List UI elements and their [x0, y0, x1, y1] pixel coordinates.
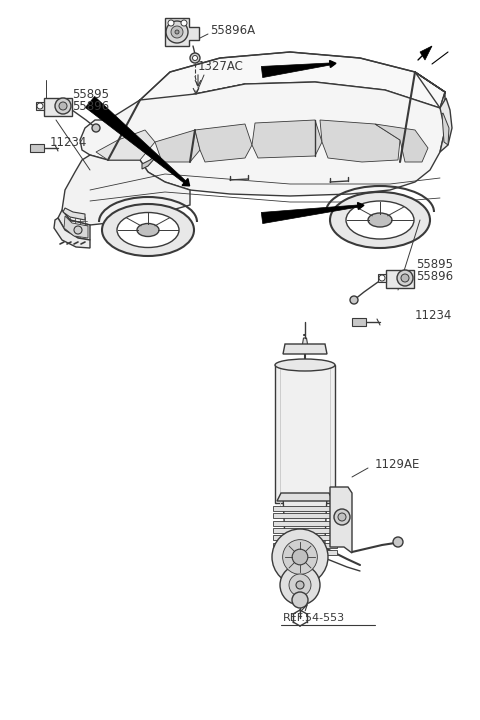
Polygon shape [261, 205, 358, 223]
Polygon shape [64, 216, 88, 238]
Polygon shape [386, 270, 414, 288]
Polygon shape [302, 338, 308, 347]
Polygon shape [182, 179, 190, 186]
Circle shape [171, 26, 183, 38]
Text: 55896: 55896 [72, 99, 109, 112]
Polygon shape [90, 84, 245, 160]
Circle shape [74, 226, 82, 234]
Polygon shape [30, 144, 44, 152]
Circle shape [280, 565, 320, 605]
Text: 55896A: 55896A [210, 24, 255, 37]
Circle shape [181, 20, 187, 26]
Circle shape [190, 53, 200, 63]
Polygon shape [96, 130, 155, 160]
Polygon shape [142, 156, 155, 169]
Polygon shape [273, 506, 337, 511]
Circle shape [397, 270, 413, 286]
Polygon shape [378, 274, 386, 282]
Text: 1129AE: 1129AE [375, 459, 420, 472]
Polygon shape [80, 72, 445, 196]
Polygon shape [273, 513, 337, 518]
Polygon shape [440, 98, 452, 152]
Text: 1327AC: 1327AC [198, 60, 244, 73]
Polygon shape [330, 60, 336, 68]
Circle shape [283, 540, 317, 575]
Polygon shape [352, 318, 366, 326]
Polygon shape [140, 52, 445, 108]
Circle shape [55, 98, 71, 114]
Polygon shape [273, 528, 337, 533]
Polygon shape [283, 344, 327, 354]
Circle shape [292, 549, 308, 564]
Polygon shape [358, 202, 364, 210]
Polygon shape [375, 124, 428, 162]
Polygon shape [273, 543, 337, 548]
Circle shape [289, 574, 311, 596]
Text: 11234: 11234 [50, 135, 87, 148]
Circle shape [175, 30, 179, 34]
Circle shape [334, 509, 350, 525]
Polygon shape [320, 120, 400, 162]
Polygon shape [62, 155, 190, 225]
Polygon shape [420, 46, 432, 60]
Polygon shape [85, 96, 186, 183]
Text: 55896: 55896 [416, 269, 453, 282]
Polygon shape [275, 365, 335, 503]
Polygon shape [165, 18, 199, 46]
Ellipse shape [368, 213, 392, 227]
Circle shape [59, 102, 67, 110]
Polygon shape [277, 493, 333, 501]
Circle shape [401, 274, 409, 282]
Text: REF.54-553: REF.54-553 [283, 613, 345, 623]
Polygon shape [44, 98, 72, 116]
Polygon shape [442, 113, 449, 145]
Circle shape [350, 296, 358, 304]
Polygon shape [273, 536, 337, 540]
Polygon shape [155, 130, 200, 162]
Ellipse shape [346, 201, 414, 239]
Circle shape [168, 20, 174, 26]
Text: 55895: 55895 [72, 88, 109, 101]
Ellipse shape [102, 204, 194, 256]
Text: 55895: 55895 [416, 258, 453, 271]
Polygon shape [36, 102, 44, 110]
Ellipse shape [117, 212, 179, 248]
Circle shape [292, 592, 308, 608]
Circle shape [338, 513, 346, 521]
Polygon shape [330, 487, 352, 553]
Circle shape [37, 103, 43, 109]
Polygon shape [63, 208, 85, 220]
Polygon shape [58, 210, 90, 240]
Ellipse shape [137, 223, 159, 236]
Circle shape [393, 537, 403, 547]
Polygon shape [273, 550, 337, 555]
Polygon shape [261, 63, 330, 78]
Circle shape [379, 275, 385, 281]
Polygon shape [252, 120, 322, 158]
Polygon shape [273, 521, 337, 526]
Ellipse shape [330, 192, 430, 248]
Polygon shape [195, 124, 252, 162]
Text: 11234: 11234 [415, 308, 452, 322]
Circle shape [166, 21, 188, 43]
Ellipse shape [275, 359, 335, 371]
Circle shape [272, 529, 328, 585]
Circle shape [192, 55, 197, 60]
Circle shape [296, 581, 304, 589]
Polygon shape [54, 218, 90, 248]
Polygon shape [283, 495, 327, 545]
Circle shape [92, 124, 100, 132]
